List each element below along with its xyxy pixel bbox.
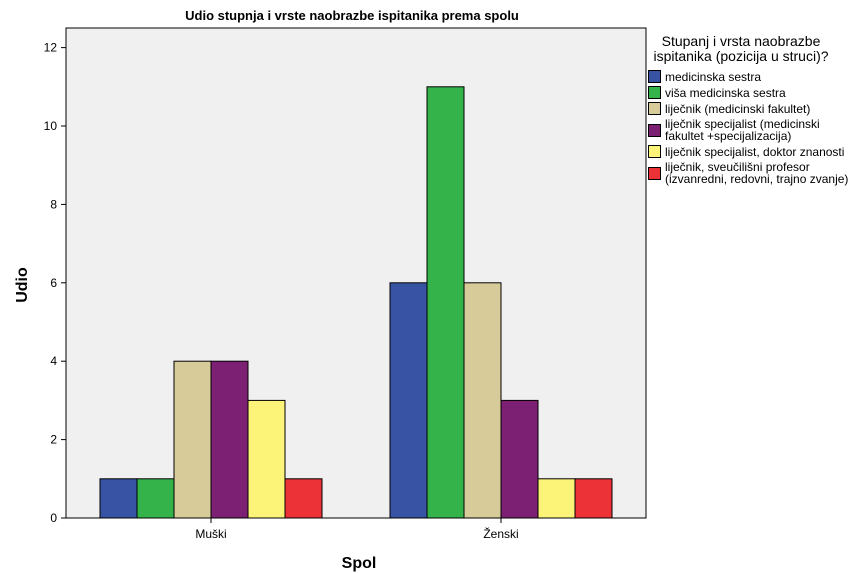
x-tick-label: Muški (195, 527, 226, 541)
legend-item: liječnik (medicinski fakultet) (648, 102, 858, 115)
legend-item: liječnik specijalist, doktor znanosti (648, 145, 858, 158)
y-axis: 0 2 4 6 8 10 12 (44, 41, 66, 525)
x-tick-label: Ženski (483, 526, 518, 541)
legend-items: medicinska sestra viša medicinska sestra l… (648, 70, 858, 185)
legend-swatch (648, 145, 661, 158)
bar (463, 282, 502, 519)
bar (574, 478, 613, 519)
legend-swatch (648, 102, 661, 115)
legend-title: Stupanj i vrsta naobrazbe ispitanika (po… (653, 33, 829, 64)
legend-label: liječnik specijalist, doktor znanosti (665, 144, 845, 159)
legend-swatch (648, 123, 661, 137)
y-tick-label: 10 (44, 119, 58, 133)
legend-label: viša medicinska sestra (665, 85, 786, 100)
legend-swatch (648, 70, 661, 83)
y-tick-label: 4 (50, 354, 57, 368)
bar (247, 399, 286, 519)
bar (389, 282, 428, 519)
legend-item: liječnik, sveučilišni profesor (izvanred… (648, 161, 858, 185)
bar (99, 478, 138, 519)
bars (99, 86, 613, 519)
legend-label: medicinska sestra (665, 69, 762, 84)
y-tick-label: 0 (50, 511, 57, 525)
legend-label: liječnik (medicinski fakultet) (665, 101, 811, 116)
legend-item: liječnik specijalist (medicinski fakulte… (648, 118, 858, 142)
x-axis-title: Spol (342, 555, 377, 572)
legend-item: medicinska sestra (648, 70, 858, 83)
bar (210, 360, 249, 519)
y-axis-title: Udio (14, 267, 31, 303)
bar (500, 399, 539, 519)
x-axis: Muški Ženski (195, 518, 519, 541)
bar (426, 86, 465, 519)
legend: Stupanj i vrsta naobrazbe ispitanika (po… (648, 34, 858, 188)
y-tick-label: 8 (50, 197, 57, 211)
y-tick-label: 6 (50, 276, 57, 290)
legend-label: liječnik specijalist (medicinski fakulte… (665, 117, 820, 143)
bar (537, 478, 576, 519)
legend-label: liječnik, sveučilišni profesor (izvanred… (665, 160, 849, 186)
legend-swatch (648, 86, 661, 99)
bar (284, 478, 323, 519)
y-tick-label: 2 (50, 433, 57, 447)
legend-swatch (648, 166, 661, 180)
chart-title: Udio stupnja i vrste naobrazbe ispitanik… (185, 8, 519, 23)
y-tick-label: 12 (44, 41, 58, 55)
plot-area (65, 27, 647, 519)
bar (136, 478, 175, 519)
legend-item: viša medicinska sestra (648, 86, 858, 99)
bar (173, 360, 212, 519)
